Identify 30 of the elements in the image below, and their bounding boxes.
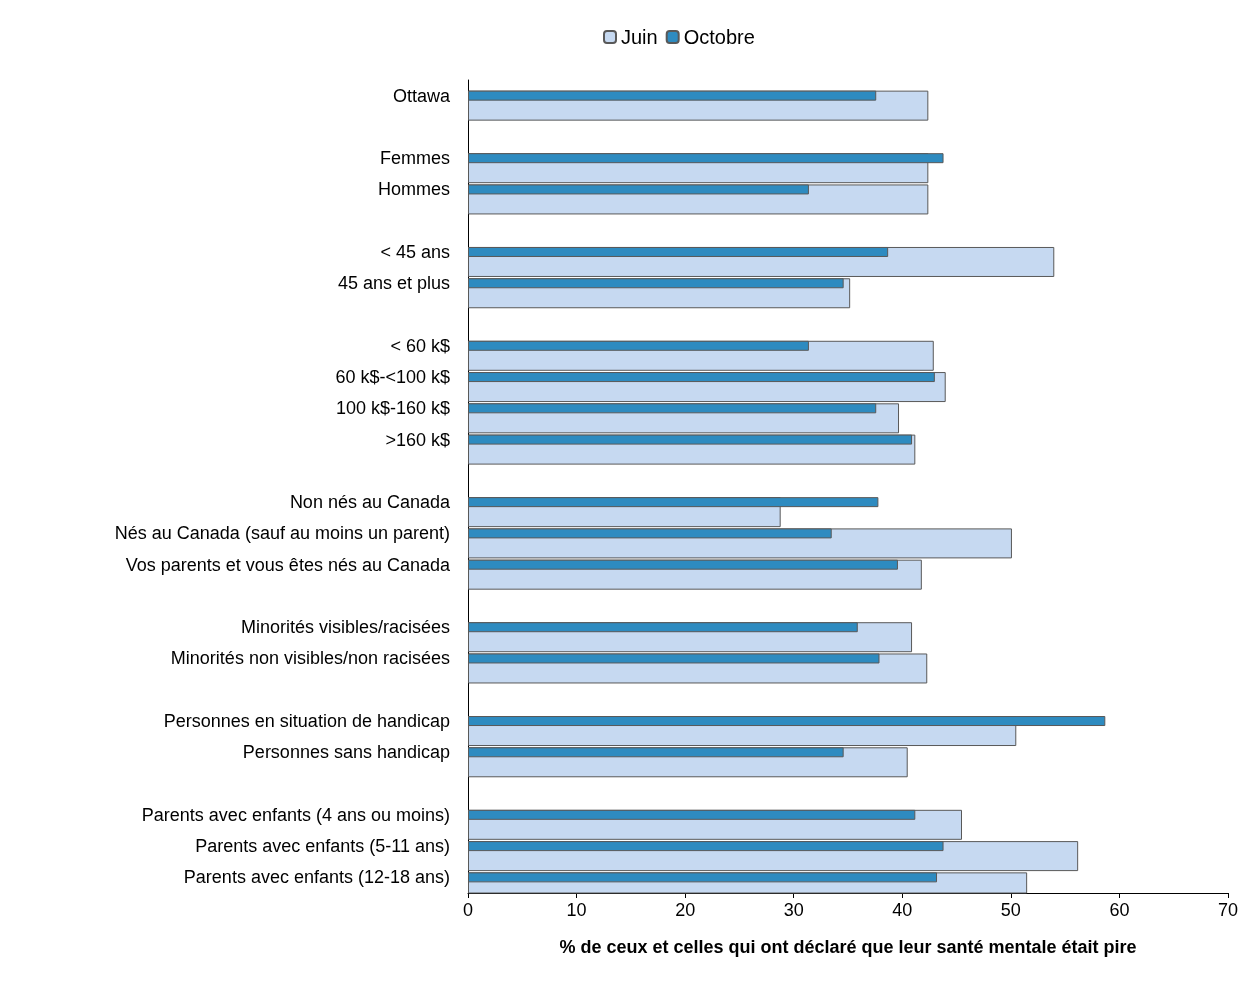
- y-tick-label: Minorités visibles/racisées: [240, 617, 450, 638]
- y-tick-label: Femmes: [379, 148, 450, 169]
- y-tick-label: < 60 k$: [390, 335, 450, 356]
- x-tick-label: 10: [566, 900, 587, 920]
- legend-label: Octobre: [683, 26, 755, 48]
- y-tick-label: Hommes: [377, 179, 450, 200]
- x-tick-label: 60: [1109, 900, 1130, 920]
- y-tick-label: Non nés au Canada: [289, 492, 451, 513]
- x-tick-label: 40: [892, 900, 913, 920]
- y-tick-label: Ottawa: [392, 85, 451, 106]
- x-tick-label: 0: [462, 900, 474, 920]
- y-tick-label: Minorités non visibles/non racisées: [170, 648, 450, 669]
- y-tick-label: Vos parents et vous êtes nés au Canada: [125, 554, 451, 575]
- legend-label: Juin: [621, 26, 658, 48]
- y-tick-label: Parents avec enfants (5-11 ans): [195, 836, 450, 857]
- y-tick-label: Nés au Canada (sauf au moins un parent): [114, 523, 450, 544]
- y-tick-label: Parents avec enfants (12-18 ans): [183, 867, 450, 888]
- x-axis-title: % de ceux et celles qui ont déclaré que leur santé mentale était pire: [559, 937, 1137, 957]
- x-tick-label: 20: [675, 900, 696, 920]
- x-tick-label: 30: [783, 900, 804, 920]
- y-tick-label: >160 k$: [385, 429, 450, 450]
- y-tick-label: < 45 ans: [380, 241, 450, 262]
- y-tick-label: 100 k$-160 k$: [335, 398, 450, 419]
- y-tick-label: Personnes en situation de handicap: [163, 711, 450, 732]
- y-tick-label: 60 k$-<100 k$: [335, 367, 450, 388]
- x-tick-label: 70: [1217, 900, 1239, 920]
- y-tick-label: Parents avec enfants (4 ans ou moins): [141, 804, 450, 825]
- y-tick-label: Personnes sans handicap: [242, 742, 450, 763]
- y-tick-label: 45 ans et plus: [337, 273, 450, 294]
- x-tick-label: 50: [1000, 900, 1021, 920]
